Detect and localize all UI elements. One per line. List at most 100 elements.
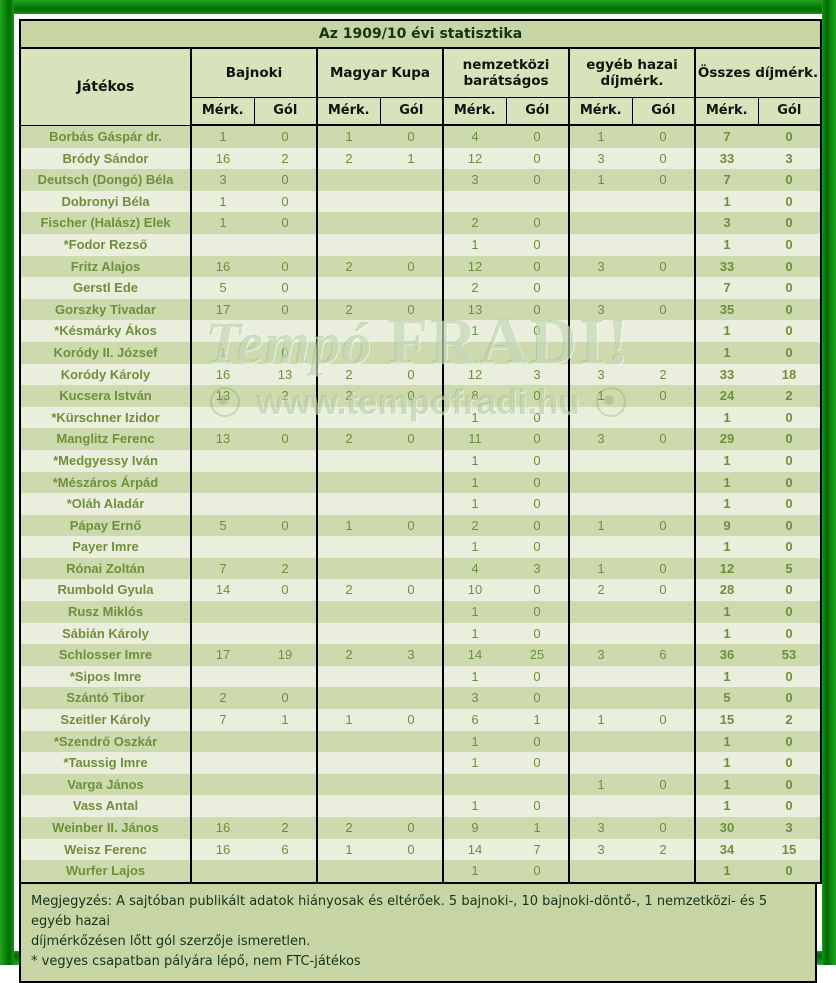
cell-egyeb-gol	[632, 341, 695, 364]
cell-bajnoki-gol: 2	[254, 147, 317, 170]
cell-nemzetkozi-merk: 14	[442, 644, 506, 666]
cell-nemzetkozi-merk: 1	[442, 752, 506, 774]
cell-bajnoki-merk	[190, 320, 254, 342]
cell-nemzetkozi-merk: 12	[442, 255, 506, 278]
cell-nemzetkozi-merk: 8	[442, 385, 506, 407]
cell-egyeb-gol: 0	[632, 298, 695, 321]
cell-osszes-gol: 0	[758, 169, 822, 191]
cell-bajnoki-merk	[190, 860, 254, 884]
cell-egyeb-gol: 0	[632, 169, 695, 191]
player-name-cell: Pápay Ernő	[20, 514, 192, 537]
cell-osszes-merk: 35	[694, 298, 758, 321]
table-row: Sábián Károly 1 0 1 0	[20, 622, 822, 645]
player-name-cell: Payer Imre	[20, 536, 192, 558]
cell-egyeb-gol: 0	[632, 255, 695, 278]
player-name-cell: Varga János	[20, 773, 192, 796]
cell-egyeb-gol	[632, 406, 695, 429]
cell-kupa-merk: 2	[316, 255, 380, 278]
subheader-bajnoki-merk: Mérk.	[190, 97, 255, 126]
cell-egyeb-merk: 1	[568, 169, 632, 191]
cell-egyeb-gol	[632, 687, 695, 710]
cell-bajnoki-merk	[190, 773, 254, 796]
cell-egyeb-merk	[568, 190, 632, 213]
cell-osszes-gol: 0	[758, 860, 822, 884]
cell-nemzetkozi-gol: 0	[506, 169, 569, 191]
player-name-cell: Kucsera István	[20, 385, 192, 407]
cell-osszes-gol: 0	[758, 752, 822, 774]
cell-nemzetkozi-gol: 3	[506, 363, 569, 386]
cell-egyeb-gol: 0	[632, 385, 695, 407]
cell-bajnoki-merk	[190, 233, 254, 256]
table-row: Pápay Ernő 5 0 1 0 2 0 1 0 9 0	[20, 514, 822, 537]
cell-bajnoki-merk	[190, 601, 254, 623]
cell-bajnoki-gol: 0	[254, 341, 317, 364]
cell-egyeb-merk	[568, 730, 632, 753]
player-name-cell: *Oláh Aladár	[20, 493, 192, 515]
cell-bajnoki-gol: 0	[254, 687, 317, 710]
cell-nemzetkozi-gol: 0	[506, 536, 569, 558]
cell-egyeb-merk	[568, 601, 632, 623]
cell-kupa-merk	[316, 449, 380, 472]
cell-bajnoki-gol	[254, 493, 317, 515]
cell-bajnoki-gol	[254, 601, 317, 623]
cell-egyeb-merk: 3	[568, 838, 632, 861]
cell-bajnoki-merk	[190, 795, 254, 817]
cell-nemzetkozi-merk: 1	[442, 795, 506, 817]
cell-osszes-gol: 0	[758, 341, 822, 364]
cell-bajnoki-merk: 1	[190, 125, 254, 148]
cell-osszes-merk: 29	[694, 428, 758, 450]
table-row: Dobronyi Béla 1 0 1 0	[20, 190, 822, 213]
cell-osszes-merk: 34	[694, 838, 758, 861]
cell-osszes-merk: 1	[694, 665, 758, 688]
player-name-cell: *Kürschner Izidor	[20, 406, 192, 429]
subheader-nemzetkozi-merk: Mérk.	[442, 97, 507, 126]
cell-kupa-merk	[316, 169, 380, 191]
cell-egyeb-merk	[568, 449, 632, 472]
cell-kupa-gol: 0	[380, 255, 443, 278]
cell-nemzetkozi-gol: 25	[506, 644, 569, 666]
player-name-cell: Gorszky Tivadar	[20, 298, 192, 321]
cell-bajnoki-gol	[254, 471, 317, 494]
cell-nemzetkozi-gol: 0	[506, 493, 569, 515]
cell-egyeb-gol	[632, 752, 695, 774]
cell-nemzetkozi-gol: 1	[506, 817, 569, 839]
cell-nemzetkozi-gol: 0	[506, 730, 569, 753]
cell-bajnoki-gol	[254, 233, 317, 256]
cell-kupa-merk	[316, 233, 380, 256]
cell-nemzetkozi-merk: 2	[442, 514, 506, 537]
cell-egyeb-merk: 1	[568, 709, 632, 731]
cell-bajnoki-gol	[254, 752, 317, 774]
cell-osszes-merk: 1	[694, 601, 758, 623]
cell-kupa-merk	[316, 320, 380, 342]
cell-kupa-gol	[380, 752, 443, 774]
cell-osszes-gol: 5	[758, 557, 822, 580]
cell-egyeb-merk: 1	[568, 514, 632, 537]
cell-osszes-merk: 1	[694, 449, 758, 472]
cell-kupa-merk	[316, 752, 380, 774]
cell-bajnoki-gol: 0	[254, 579, 317, 602]
cell-osszes-merk: 12	[694, 557, 758, 580]
table-row: *Medgyessy Iván 1 0 1 0	[20, 449, 822, 472]
table-row: Vass Antal 1 0 1 0	[20, 795, 822, 817]
table-row: Kucsera István 13 2 2 0 8 0 1 0 24 2	[20, 385, 822, 407]
cell-nemzetkozi-gol	[506, 341, 569, 364]
cell-kupa-merk: 1	[316, 838, 380, 861]
table-row: Rumbold Gyula 14 0 2 0 10 0 2 0 28 0	[20, 579, 822, 602]
cell-bajnoki-gol	[254, 860, 317, 884]
subheader-osszes-gol: Gól	[757, 97, 822, 126]
cell-kupa-gol	[380, 190, 443, 213]
cell-nemzetkozi-gol: 0	[506, 406, 569, 429]
cell-egyeb-gol	[632, 212, 695, 234]
cell-nemzetkozi-merk: 1	[442, 233, 506, 256]
cell-kupa-gol	[380, 449, 443, 472]
cell-kupa-gol: 0	[380, 298, 443, 321]
cell-nemzetkozi-gol: 3	[506, 557, 569, 580]
cell-nemzetkozi-gol	[506, 190, 569, 213]
cell-osszes-merk: 1	[694, 752, 758, 774]
statistics-table: Az 1909/10 évi statisztika Játékos Bajno…	[19, 19, 823, 884]
cell-bajnoki-merk: 5	[190, 514, 254, 537]
subheader-egyeb-merk: Mérk.	[568, 97, 633, 126]
cell-bajnoki-gol: 1	[254, 709, 317, 731]
cell-osszes-merk: 33	[694, 255, 758, 278]
